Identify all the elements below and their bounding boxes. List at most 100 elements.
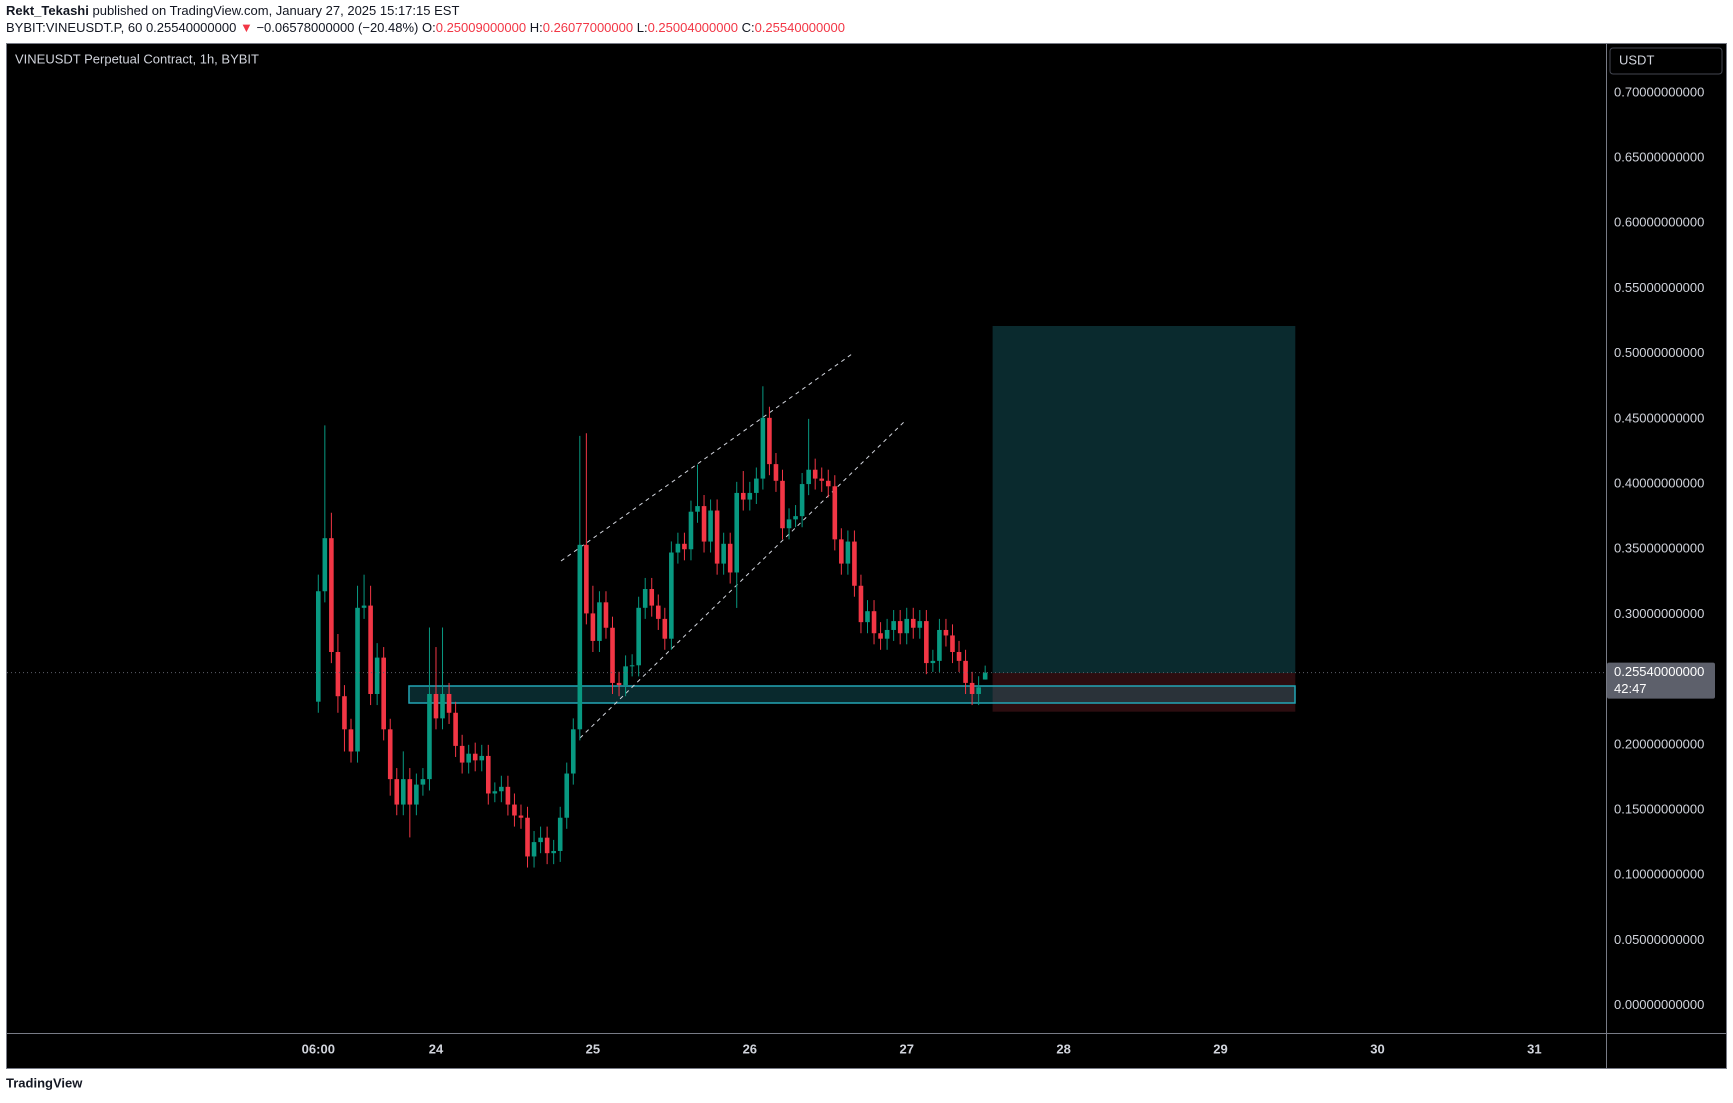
- candle-body: [590, 613, 596, 641]
- change: −0.06578000000 (−20.48%): [256, 20, 418, 35]
- candle-body: [688, 511, 694, 550]
- symbol-line: BYBIT:VINEUSDT.P, 60 0.25540000000 ▼ −0.…: [6, 20, 845, 35]
- candle-body: [793, 516, 798, 520]
- currency-button[interactable]: [1609, 47, 1723, 75]
- candle-body: [825, 480, 831, 487]
- low-label: L:: [637, 20, 648, 35]
- channel-line: [560, 353, 853, 562]
- chart-legend: VINEUSDT Perpetual Contract, 1h, BYBIT: [15, 51, 259, 66]
- candle-body: [610, 627, 615, 683]
- candle-body: [394, 779, 400, 805]
- candle-body: [662, 618, 668, 639]
- candle-body: [937, 629, 942, 661]
- y-tick-label: 0.20000000000: [1614, 736, 1704, 751]
- candle-body: [976, 687, 981, 694]
- candle-body: [512, 804, 517, 816]
- change-arrow: ▼: [240, 20, 253, 35]
- candle-body: [577, 544, 583, 730]
- candle-body: [636, 607, 641, 666]
- position-stop-zone: [992, 673, 1296, 712]
- candle-body: [819, 478, 825, 481]
- candle-body: [839, 539, 844, 564]
- candle-body: [466, 753, 471, 763]
- candle-body: [740, 492, 746, 500]
- candle-body: [407, 779, 413, 805]
- countdown: 42:47: [1614, 681, 1647, 696]
- candle-body: [669, 552, 674, 639]
- candle-body: [427, 693, 432, 780]
- candle-body: [361, 605, 367, 608]
- candle-body: [747, 492, 753, 500]
- candle-body: [780, 480, 785, 529]
- x-tick-label: 24: [429, 1041, 444, 1056]
- last-price-label: 0.25540000000: [1614, 664, 1704, 679]
- candle-body: [459, 745, 465, 763]
- candle-body: [322, 538, 328, 592]
- y-tick-label: 0.05000000000: [1614, 932, 1704, 947]
- open-label: O:: [422, 20, 436, 35]
- high-value: 0.26077000000: [543, 20, 633, 35]
- y-tick-label: 0.45000000000: [1614, 410, 1704, 425]
- candle-body: [479, 755, 485, 761]
- candle-body: [387, 729, 393, 780]
- candle-body: [440, 693, 445, 719]
- candle-body: [943, 629, 949, 636]
- candle-body: [708, 510, 713, 542]
- x-tick-label: 06:00: [302, 1041, 335, 1056]
- author: Rekt_Tekashi: [6, 3, 89, 18]
- candle-body: [603, 602, 609, 628]
- candle-body: [342, 696, 347, 730]
- x-tick-label: 28: [1056, 1041, 1070, 1056]
- published: published on TradingView.com, January 27…: [92, 3, 459, 18]
- x-tick-label: 26: [743, 1041, 757, 1056]
- y-tick-label: 0.70000000000: [1614, 84, 1704, 99]
- candle-body: [433, 693, 439, 719]
- y-tick-label: 0.00000000000: [1614, 997, 1704, 1012]
- x-tick-label: 25: [586, 1041, 600, 1056]
- candle-body: [956, 652, 962, 661]
- candle-body: [316, 591, 321, 702]
- candle-body: [865, 611, 870, 623]
- candle-body: [910, 618, 916, 628]
- y-tick-label: 0.15000000000: [1614, 801, 1704, 816]
- candle-body: [963, 660, 968, 683]
- y-tick-label: 0.30000000000: [1614, 606, 1704, 621]
- candle-body: [773, 464, 779, 481]
- candle-body: [760, 417, 766, 479]
- candle-body: [655, 605, 661, 619]
- candle-body: [623, 666, 628, 686]
- candle-body: [904, 618, 910, 634]
- symbol: BYBIT:VINEUSDT.P, 60: [6, 20, 142, 35]
- candle-body: [786, 519, 792, 529]
- logo: TradingView: [6, 1075, 83, 1090]
- candle-body: [897, 621, 903, 634]
- candle-body: [499, 786, 504, 792]
- y-tick-label: 0.55000000000: [1614, 280, 1704, 295]
- low-value: 0.25004000000: [648, 20, 738, 35]
- candle-body: [518, 815, 524, 818]
- currency[interactable]: USDT: [1619, 52, 1654, 67]
- candle-body: [355, 607, 360, 752]
- candle-body: [891, 621, 896, 630]
- close-value: 0.25540000000: [755, 20, 845, 35]
- candle-body: [858, 585, 864, 623]
- y-tick-label: 0.50000000000: [1614, 345, 1704, 360]
- candle-body: [878, 633, 883, 639]
- support-zone: [408, 685, 1296, 704]
- candle-body: [381, 657, 386, 730]
- candle-body: [348, 729, 354, 752]
- close-label: C:: [742, 20, 755, 35]
- candle-body: [400, 779, 406, 805]
- candle-body: [734, 492, 740, 573]
- candle-body: [695, 506, 700, 512]
- candle-body: [597, 602, 602, 641]
- candle-body: [551, 850, 556, 854]
- open-value: 0.25009000000: [436, 20, 526, 35]
- candle-body: [721, 543, 726, 564]
- candle-body: [871, 611, 877, 634]
- high-label: H:: [530, 20, 543, 35]
- y-tick-label: 0.65000000000: [1614, 150, 1704, 165]
- candle-body: [616, 682, 622, 686]
- candle-body: [642, 589, 648, 608]
